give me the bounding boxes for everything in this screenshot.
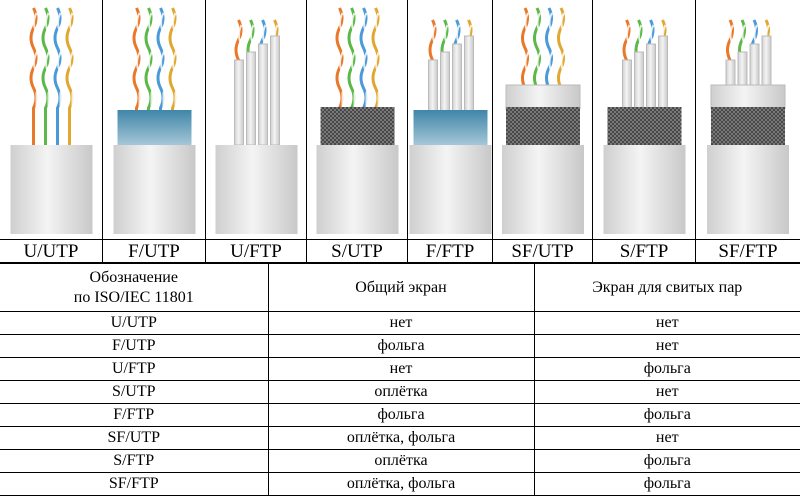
cable-drawing	[215, 19, 298, 234]
cable-label: U/FTP	[206, 240, 307, 262]
table-row: U/UTP нет нет	[0, 311, 800, 335]
cable-label: SF/FTP	[718, 241, 778, 262]
cable-image-sf-utp	[493, 0, 593, 240]
table-cell: нет	[267, 311, 535, 335]
cable-drawing	[603, 19, 686, 234]
table-cell: оплётка	[267, 449, 535, 473]
cable-images-row	[0, 0, 800, 240]
cable-drawing	[502, 7, 584, 234]
table-row: F/FTP фольга фольга	[0, 403, 800, 427]
table-cell: фольга	[533, 472, 800, 496]
table-cell: F/UTP	[0, 334, 269, 358]
header-text: Обозначение	[89, 268, 178, 286]
cable-label: SF/UTP	[493, 240, 593, 262]
cable-label: S/FTP	[593, 240, 696, 262]
table-cell: нет	[267, 357, 535, 381]
shielding-table: Обозначение по ISO/IEC 11801 Общий экран …	[0, 263, 800, 496]
table-row: SF/UTP оплётка, фольга нет	[0, 426, 800, 450]
cable-drawing	[409, 19, 492, 234]
table-cell: фольга	[533, 403, 800, 427]
cable-image-sf-ftp	[696, 0, 800, 240]
table-row: U/FTP нет фольга	[0, 357, 800, 381]
table-cell: фольга	[267, 334, 535, 358]
table-cell: фольга	[267, 403, 535, 427]
table-row: SF/FTP оплётка, фольга фольга	[0, 472, 800, 496]
table-cell: U/FTP	[0, 357, 269, 381]
header-designation: Обозначение по ISO/IEC 11801	[0, 263, 269, 312]
table-cell: оплётка, фольга	[267, 472, 535, 496]
header-overall-shield: Общий экран	[267, 263, 535, 312]
cable-drawing	[316, 7, 399, 234]
table-cell: фольга	[533, 449, 800, 473]
cable-label: U/UTP	[0, 240, 103, 262]
table-cell: фольга	[533, 357, 800, 381]
header-text: по ISO/IEC 11801	[73, 288, 194, 306]
table-cell: S/UTP	[0, 380, 269, 404]
cable-drawing	[707, 19, 789, 234]
table-cell: оплётка	[267, 380, 535, 404]
cable-image-f-utp	[103, 0, 206, 240]
table-header-row: Обозначение по ISO/IEC 11801 Общий экран …	[0, 263, 800, 312]
cable-drawing	[10, 7, 93, 234]
cable-label: F/UTP	[103, 240, 206, 262]
table-cell: оплётка, фольга	[267, 426, 535, 450]
cable-image-s-ftp	[593, 0, 696, 240]
table-cell: нет	[533, 334, 800, 358]
table-cell: нет	[533, 426, 800, 450]
cable-drawing	[113, 7, 196, 234]
cable-labels-row: U/UTP F/UTP U/FTP S/UTP F/FTP SF/UTP S/F…	[0, 240, 800, 263]
table-row: S/UTP оплётка нет	[0, 380, 800, 404]
table-cell: SF/FTP	[0, 472, 269, 496]
header-pair-shield: Экран для свитых пар	[533, 263, 800, 312]
table-row: S/FTP оплётка фольга	[0, 449, 800, 473]
cable-image-u-ftp	[206, 0, 307, 240]
table-cell: U/UTP	[0, 311, 269, 335]
cable-image-u-utp	[0, 0, 103, 240]
cable-label: S/UTP	[307, 240, 408, 262]
table-cell: нет	[533, 380, 800, 404]
table-cell: F/FTP	[0, 403, 269, 427]
table-cell: S/FTP	[0, 449, 269, 473]
cable-image-s-utp	[307, 0, 408, 240]
cable-label: F/FTP	[408, 240, 493, 262]
cable-image-f-ftp	[408, 0, 493, 240]
table-cell: SF/UTP	[0, 426, 269, 450]
table-cell: нет	[533, 311, 800, 335]
table-row: F/UTP фольга нет	[0, 334, 800, 358]
